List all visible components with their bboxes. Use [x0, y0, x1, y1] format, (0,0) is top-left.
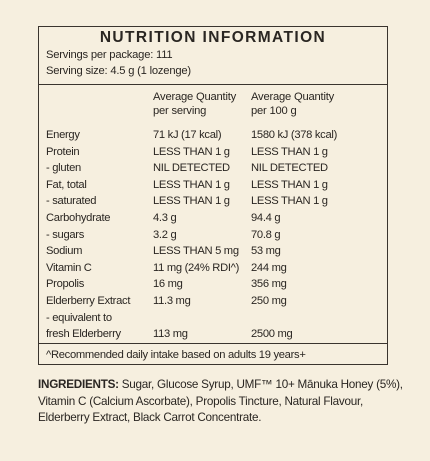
table-row: Sodium LESS THAN 5 mg 53 mg	[46, 245, 383, 260]
per-100g-value: LESS THAN 1 g	[251, 145, 328, 158]
table-row: - saturated LESS THAN 1 g LESS THAN 1 g	[46, 195, 383, 210]
per-100g-value: 53 mg	[251, 245, 281, 258]
divider	[39, 84, 387, 85]
per-serving-value: 16 mg	[153, 278, 183, 291]
nutrient-label: - saturated	[46, 195, 97, 208]
nutrient-label: Elderberry Extract	[46, 295, 131, 307]
ingredients-heading: INGREDIENTS:	[38, 378, 119, 391]
table-row: Energy 71 kJ (17 kcal) 1580 kJ (378 kcal)	[46, 129, 383, 144]
nutrient-label: Vitamin C	[46, 261, 92, 274]
per-100g-value: 356 mg	[251, 278, 287, 291]
table-row: Carbohydrate 4.3 g 94.4 g	[46, 212, 383, 227]
table-row: Elderberry Extract 11.3 mg 250 mg	[46, 295, 383, 310]
per-100g-value: 70.8 g	[251, 228, 281, 241]
per-100g-value: 2500 mg	[251, 328, 293, 341]
per-serving-value: 11 mg (24% RDI^)	[153, 261, 240, 274]
table-row: - gluten NIL DETECTED NIL DETECTED	[46, 162, 383, 177]
nutrient-label: - gluten	[46, 162, 81, 175]
per-serving-value: LESS THAN 1 g	[153, 145, 230, 158]
rdi-footnote: ^Recommended daily intake based on adult…	[46, 349, 306, 361]
nutrient-label: Propolis	[46, 278, 85, 291]
servings-per-package: Servings per package: 111	[46, 49, 173, 61]
column-header-per-serving: Average Quantity per serving	[153, 91, 237, 117]
nutrient-label: - sugars	[46, 228, 85, 241]
table-row: - sugars 3.2 g 70.8 g	[46, 229, 383, 244]
per-serving-value: 71 kJ (17 kcal)	[153, 129, 222, 141]
table-row: Protein LESS THAN 1 g LESS THAN 1 g	[46, 146, 383, 161]
per-100g-value: 94.4 g	[251, 212, 281, 224]
table-row: Fat, total LESS THAN 1 g LESS THAN 1 g	[46, 179, 383, 194]
divider	[39, 343, 387, 344]
per-100g-value: 244 mg	[251, 261, 287, 274]
per-serving-value: LESS THAN 1 g	[153, 195, 230, 208]
table-row: Propolis 16 mg 356 mg	[46, 278, 383, 293]
per-serving-value: LESS THAN 1 g	[153, 178, 230, 191]
nutrient-label: Carbohydrate	[46, 212, 111, 224]
table-row: Vitamin C 11 mg (24% RDI^) 244 mg	[46, 262, 383, 277]
per-serving-value: 3.2 g	[153, 228, 177, 241]
serving-size: Serving size: 4.5 g (1 lozenge)	[46, 65, 191, 77]
per-serving-value: NIL DETECTED	[153, 162, 230, 175]
per-100g-value: 250 mg	[251, 295, 287, 307]
per-100g-value: 1580 kJ (378 kcal)	[251, 129, 338, 141]
per-100g-value: NIL DETECTED	[251, 162, 328, 175]
nutrient-label: Fat, total	[46, 178, 87, 191]
per-100g-value: LESS THAN 1 g	[251, 195, 328, 208]
per-100g-value: LESS THAN 1 g	[251, 178, 328, 191]
nutrient-label: - equivalent to	[46, 311, 112, 324]
nutrient-label: Protein	[46, 145, 80, 158]
per-serving-value: 113 mg	[153, 328, 188, 341]
nutrition-panel: NUTRITION INFORMATION Servings per packa…	[38, 26, 388, 365]
panel-title: NUTRITION INFORMATION	[99, 29, 327, 46]
ingredients-text: Sugar, Glucose Syrup, UMF™ 10+ Mānuka Ho…	[38, 378, 403, 424]
ingredients-statement: INGREDIENTS: Sugar, Glucose Syrup, UMF™ …	[38, 377, 403, 427]
per-serving-value: 11.3 mg	[153, 295, 191, 307]
nutrient-label: Energy	[46, 129, 80, 141]
table-row: fresh Elderberry 113 mg 2500 mg	[46, 328, 383, 343]
table-row: - equivalent to	[46, 312, 383, 327]
nutrient-label: fresh Elderberry	[46, 328, 121, 341]
column-header-per-100g: Average Quantity per 100 g	[251, 91, 335, 117]
per-serving-value: LESS THAN 5 mg	[153, 245, 239, 258]
per-serving-value: 4.3 g	[153, 212, 177, 224]
nutrient-label: Sodium	[46, 245, 83, 258]
